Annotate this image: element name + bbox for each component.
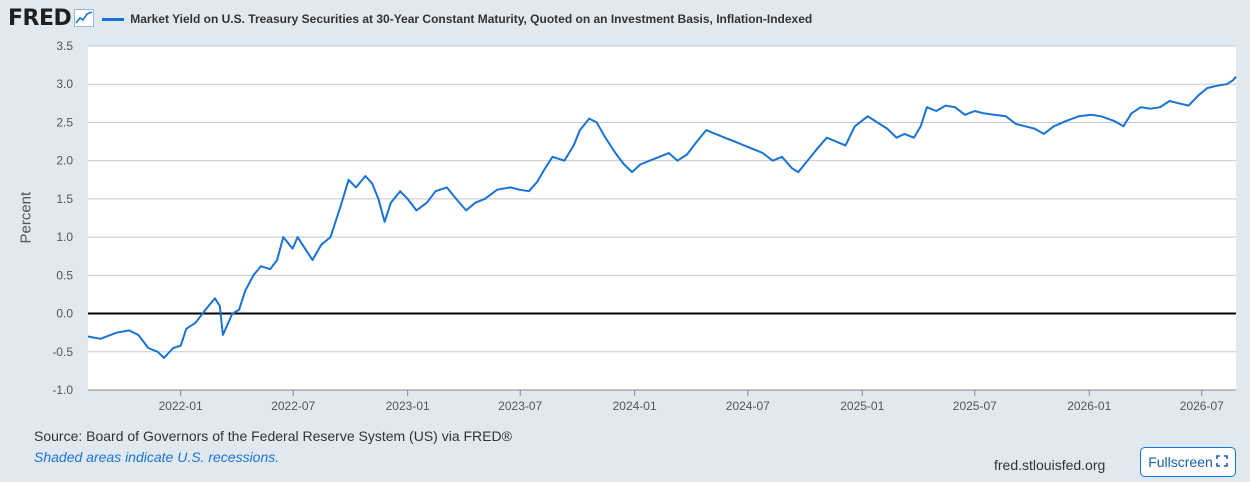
- x-tick-label: 2025-01: [840, 399, 884, 413]
- y-tick-label: 3.5: [56, 39, 73, 53]
- x-tick-label: 2026-01: [1067, 399, 1111, 413]
- y-tick-label: 1.5: [56, 192, 73, 206]
- x-tick-label: 2023-07: [498, 399, 542, 413]
- y-tick-label: 2.5: [56, 115, 73, 129]
- x-tick-label: 2025-07: [953, 399, 997, 413]
- y-tick-label: 0.0: [56, 307, 73, 321]
- x-tick-label: 2023-01: [386, 399, 430, 413]
- y-tick-label: 3.0: [56, 77, 73, 91]
- y-tick-label: 0.5: [56, 268, 73, 282]
- x-tick-label: 2022-01: [159, 399, 203, 413]
- x-tick-label: 2022-07: [271, 399, 315, 413]
- y-axis-ticks: 3.5 3.0 2.5 2.0 1.5 1.0 0.5 0.0 -0.5 -1.0: [52, 39, 73, 397]
- site-link[interactable]: fred.stlouisfed.org: [994, 457, 1106, 473]
- x-tick-label: 2026-07: [1180, 399, 1224, 413]
- x-axis-ticks: 2022-01 2022-07 2023-01 2023-07 2024-01 2024-…: [88, 389, 1236, 413]
- series-title: Market Yield on U.S. Treasury Securities…: [130, 12, 813, 26]
- series-line: [87, 75, 1237, 359]
- plot-area: [88, 46, 1236, 390]
- chart-header: FRED Market Yield on U.S. Treasury Secur…: [8, 6, 1238, 32]
- series-legend-swatch: [102, 17, 125, 21]
- fred-logo[interactable]: FRED: [8, 6, 72, 31]
- recession-note: Shaded areas indicate U.S. recessions.: [34, 449, 280, 465]
- y-tick-label: -0.5: [52, 345, 73, 359]
- y-tick-label: 1.0: [56, 230, 73, 244]
- fullscreen-button[interactable]: Fullscreen: [1140, 447, 1236, 477]
- y-tick-label: -1.0: [52, 383, 73, 397]
- y-tick-label: 2.0: [56, 154, 73, 168]
- fullscreen-label: Fullscreen: [1148, 454, 1213, 470]
- expand-icon: [1215, 454, 1228, 470]
- trend-chart-icon: [74, 8, 95, 32]
- x-tick-label: 2024-07: [726, 399, 770, 413]
- source-note: Source: Board of Governors of the Federa…: [34, 428, 512, 444]
- y-axis-label: Percent: [17, 191, 35, 244]
- x-tick-label: 2024-01: [613, 399, 657, 413]
